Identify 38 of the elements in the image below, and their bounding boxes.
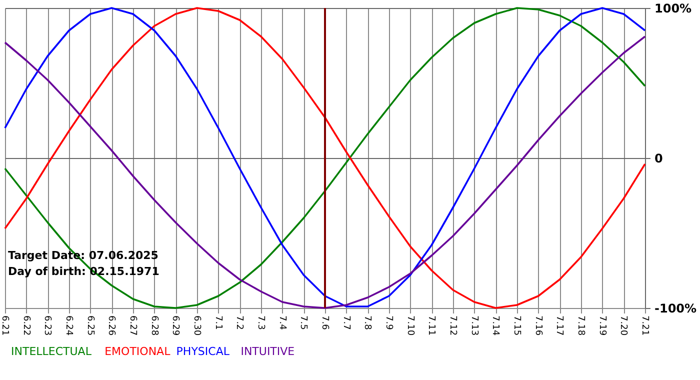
text: INTUITIVE: [240, 345, 295, 358]
x-tick-label: 7.16: [532, 316, 543, 336]
x-tick-label: 6.21: [0, 316, 10, 336]
x-tick-label: 7.3: [256, 316, 266, 330]
y-tick-label: -100%: [654, 302, 697, 316]
y-tick-label: 100%: [654, 2, 692, 16]
x-tick-label: 7.12: [448, 316, 458, 336]
x-tick-label: 7.21: [640, 316, 650, 336]
x-tick-label: 7.10: [404, 316, 415, 336]
x-tick-label: 7.1: [212, 316, 223, 330]
x-tick-label: 6.27: [128, 316, 138, 336]
y-tick-label: 0: [654, 152, 663, 166]
x-tick-label: 6.29: [170, 316, 180, 336]
x-tick-label: 7.19: [596, 316, 607, 336]
text: EMOTIONAL: [104, 345, 172, 358]
x-tick-label: 7.18: [576, 316, 586, 336]
text: PHYSICAL: [176, 345, 230, 358]
x-tick-label: 7.11: [426, 316, 436, 336]
x-tick-label: 7.17: [554, 316, 564, 336]
x-tick-label: 7.14: [490, 316, 500, 336]
x-tick-label: 7.5: [298, 316, 308, 330]
x-tick-label: 7.9: [384, 316, 394, 330]
x-tick-label: 6.28: [148, 316, 159, 336]
x-tick-label: 7.13: [468, 316, 479, 336]
x-tick-label: 6.25: [84, 316, 95, 336]
x-tick-label: 7.15: [512, 316, 522, 336]
x-tick-label: 7.2: [234, 316, 244, 330]
x-tick-label: 7.4: [276, 316, 287, 330]
x-tick-label: 7.8: [362, 316, 372, 330]
x-tick-label: 6.23: [42, 316, 52, 336]
x-tick-label: 7.7: [340, 316, 351, 330]
x-tick-label: 6.26: [106, 316, 116, 336]
x-tick-label: 7.6: [320, 316, 330, 330]
x-tick-label: 6.24: [64, 316, 74, 336]
x-tick-label: 6.30: [192, 316, 202, 336]
x-tick-label: 7.20: [618, 316, 628, 336]
text: INTELLECTUAL: [11, 345, 92, 358]
x-tick-label: 6.22: [20, 316, 31, 336]
